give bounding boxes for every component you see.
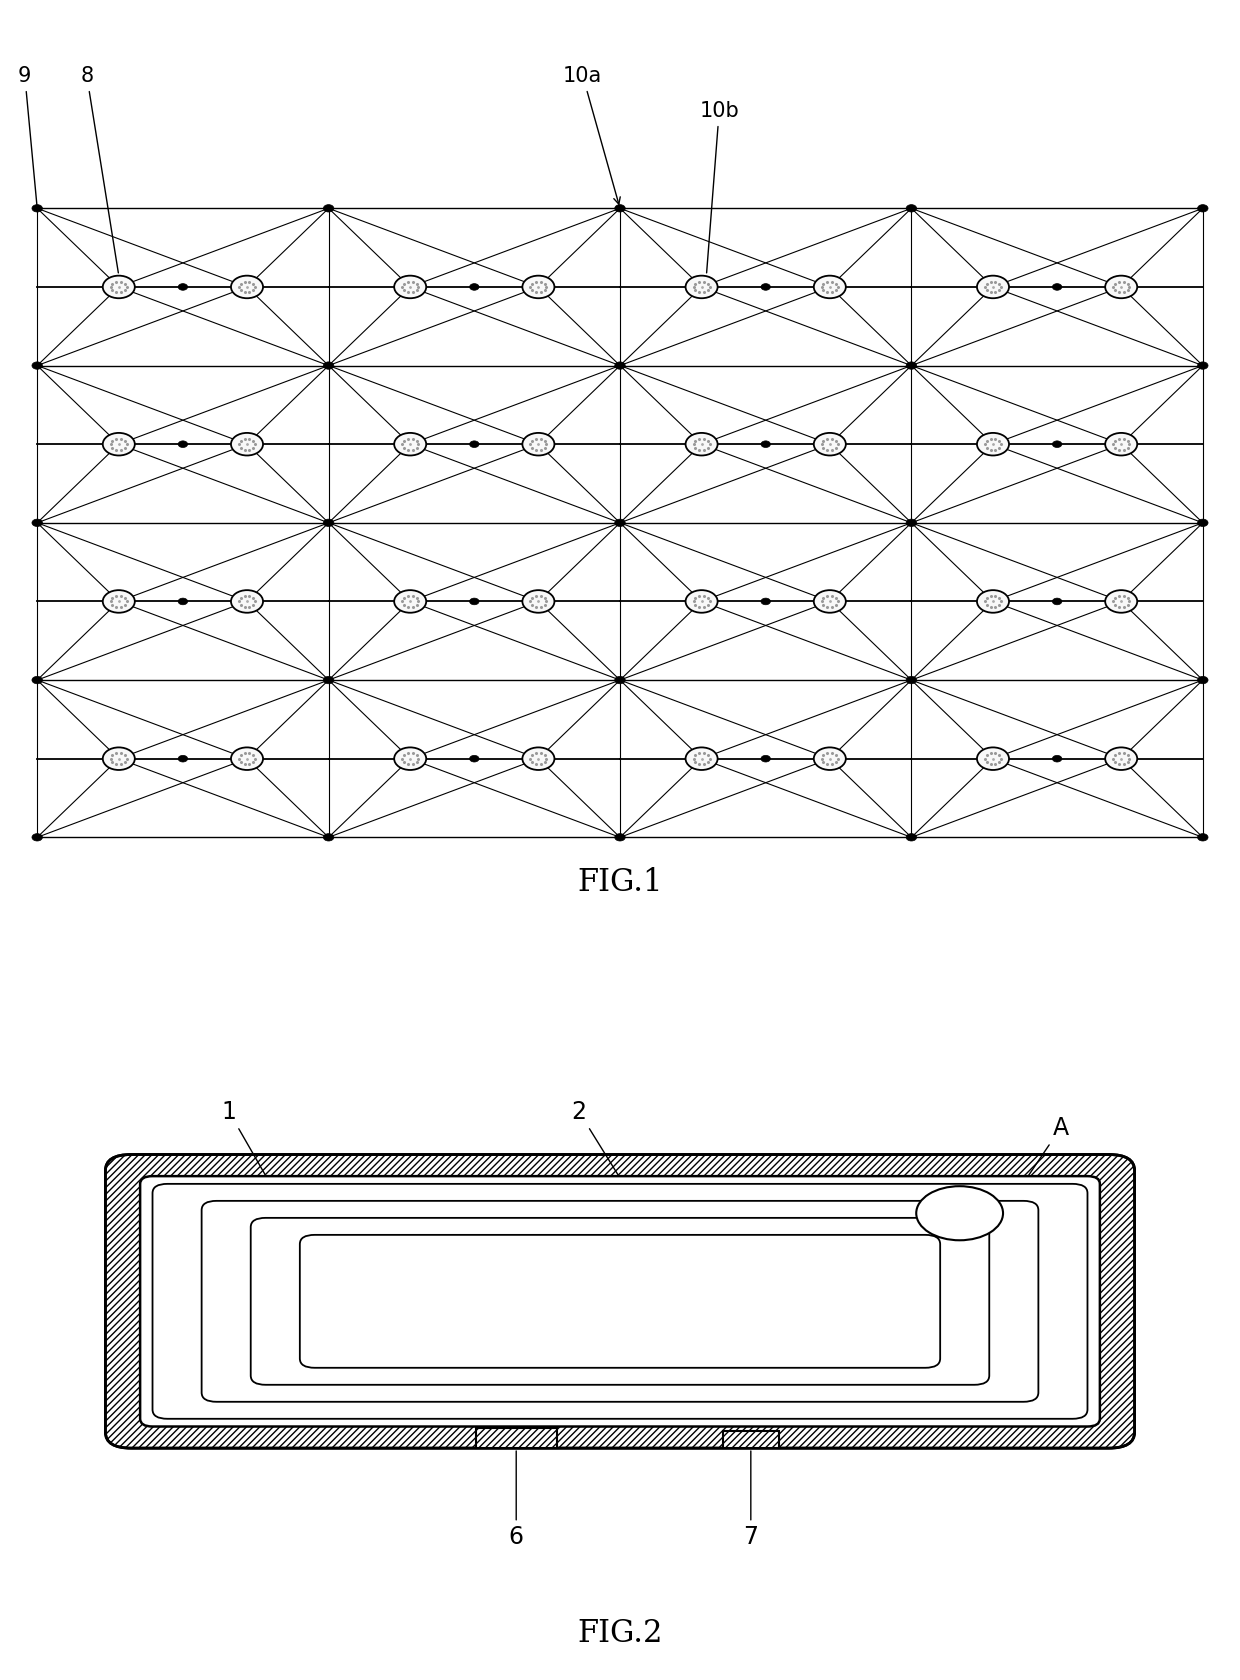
Circle shape — [615, 205, 625, 212]
FancyBboxPatch shape — [105, 1154, 1135, 1448]
Circle shape — [686, 276, 718, 299]
Text: 2: 2 — [572, 1100, 619, 1176]
Circle shape — [394, 590, 427, 613]
Circle shape — [522, 748, 554, 769]
Circle shape — [179, 440, 187, 447]
Circle shape — [686, 748, 718, 769]
Circle shape — [324, 833, 334, 842]
Circle shape — [1198, 361, 1208, 370]
Circle shape — [1053, 756, 1061, 763]
Circle shape — [103, 590, 135, 613]
Text: 7: 7 — [743, 1452, 759, 1549]
Text: 10b: 10b — [699, 101, 739, 272]
Circle shape — [32, 519, 42, 526]
Text: 9: 9 — [19, 66, 37, 205]
Circle shape — [394, 748, 427, 769]
FancyBboxPatch shape — [250, 1218, 990, 1384]
Circle shape — [324, 205, 334, 212]
Circle shape — [813, 433, 846, 455]
Circle shape — [231, 433, 263, 455]
Circle shape — [615, 833, 625, 842]
Circle shape — [977, 748, 1009, 769]
Circle shape — [522, 590, 554, 613]
Circle shape — [394, 276, 427, 299]
Circle shape — [906, 519, 916, 526]
FancyBboxPatch shape — [140, 1176, 1100, 1426]
Circle shape — [1105, 433, 1137, 455]
FancyBboxPatch shape — [153, 1184, 1087, 1420]
Circle shape — [103, 276, 135, 299]
Circle shape — [813, 276, 846, 299]
Circle shape — [1105, 276, 1137, 299]
Text: A: A — [1004, 1116, 1069, 1211]
Circle shape — [179, 598, 187, 605]
Text: FIG.2: FIG.2 — [578, 1618, 662, 1650]
Circle shape — [977, 433, 1009, 455]
Text: 10a: 10a — [563, 66, 620, 205]
Circle shape — [761, 440, 770, 447]
Circle shape — [179, 284, 187, 291]
Circle shape — [615, 361, 625, 370]
Text: 1: 1 — [222, 1100, 289, 1215]
FancyBboxPatch shape — [300, 1235, 940, 1368]
Circle shape — [761, 284, 770, 291]
Circle shape — [813, 748, 846, 769]
Circle shape — [231, 748, 263, 769]
Circle shape — [1053, 440, 1061, 447]
Circle shape — [103, 433, 135, 455]
Circle shape — [977, 590, 1009, 613]
Circle shape — [1105, 748, 1137, 769]
Text: FIG.1: FIG.1 — [578, 867, 662, 899]
Circle shape — [32, 205, 42, 212]
Circle shape — [761, 598, 770, 605]
FancyBboxPatch shape — [202, 1201, 1038, 1401]
Circle shape — [470, 756, 479, 763]
Circle shape — [324, 519, 334, 526]
Circle shape — [813, 590, 846, 613]
Circle shape — [906, 361, 916, 370]
Circle shape — [324, 361, 334, 370]
Circle shape — [1105, 590, 1137, 613]
Circle shape — [916, 1186, 1003, 1240]
Circle shape — [686, 433, 718, 455]
Circle shape — [906, 677, 916, 684]
Text: 6: 6 — [508, 1452, 523, 1549]
Circle shape — [32, 677, 42, 684]
Circle shape — [1198, 677, 1208, 684]
Circle shape — [470, 284, 479, 291]
Text: 8: 8 — [81, 66, 118, 272]
Circle shape — [32, 361, 42, 370]
Circle shape — [394, 433, 427, 455]
Circle shape — [324, 677, 334, 684]
Circle shape — [522, 433, 554, 455]
Circle shape — [470, 598, 479, 605]
Circle shape — [522, 276, 554, 299]
Circle shape — [761, 756, 770, 763]
FancyBboxPatch shape — [476, 1428, 557, 1448]
Circle shape — [1053, 598, 1061, 605]
Circle shape — [686, 590, 718, 613]
Circle shape — [1053, 284, 1061, 291]
Circle shape — [1198, 205, 1208, 212]
Circle shape — [1198, 519, 1208, 526]
Circle shape — [615, 519, 625, 526]
Circle shape — [103, 748, 135, 769]
Circle shape — [32, 833, 42, 842]
Circle shape — [615, 677, 625, 684]
Circle shape — [470, 440, 479, 447]
FancyBboxPatch shape — [723, 1431, 779, 1448]
Circle shape — [906, 205, 916, 212]
Circle shape — [1198, 833, 1208, 842]
Circle shape — [231, 590, 263, 613]
Circle shape — [906, 833, 916, 842]
Circle shape — [179, 756, 187, 763]
Circle shape — [977, 276, 1009, 299]
Circle shape — [231, 276, 263, 299]
